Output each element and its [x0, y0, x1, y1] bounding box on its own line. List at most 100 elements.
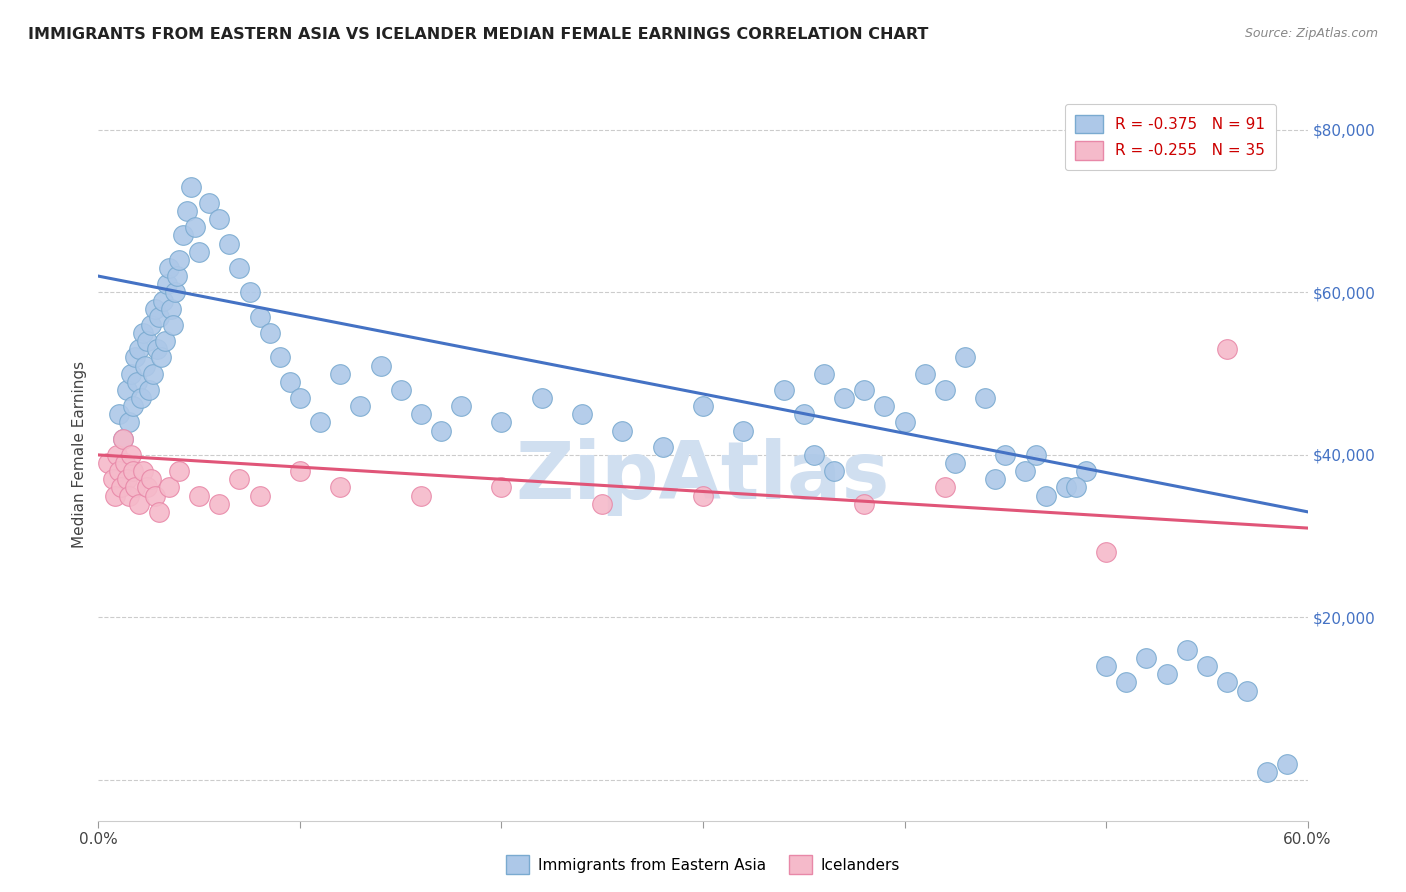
Point: [134, 359, 156, 373]
Point: [135, 334, 157, 348]
Point: [107, 407, 129, 421]
Point: [491, 416, 513, 430]
Point: [1054, 480, 1077, 494]
Point: [803, 448, 825, 462]
Point: [329, 367, 352, 381]
Point: [278, 375, 301, 389]
Point: [107, 464, 129, 478]
Point: [329, 480, 352, 494]
Point: [269, 351, 291, 365]
Point: [132, 464, 155, 478]
Point: [180, 179, 202, 194]
Point: [125, 375, 148, 389]
Point: [228, 472, 250, 486]
Point: [1277, 756, 1299, 771]
Point: [893, 416, 915, 430]
Point: [138, 383, 160, 397]
Point: [188, 489, 211, 503]
Y-axis label: Median Female Earnings: Median Female Earnings: [72, 361, 87, 549]
Point: [571, 407, 593, 421]
Point: [309, 416, 332, 430]
Point: [813, 367, 835, 381]
Point: [115, 472, 138, 486]
Point: [1216, 675, 1239, 690]
Point: [349, 399, 371, 413]
Point: [370, 359, 392, 373]
Point: [143, 301, 166, 316]
Point: [101, 472, 124, 486]
Point: [143, 489, 166, 503]
Point: [148, 310, 170, 324]
Point: [156, 277, 179, 292]
Point: [118, 416, 141, 430]
Point: [1074, 464, 1097, 478]
Point: [120, 367, 142, 381]
Point: [198, 196, 221, 211]
Point: [124, 480, 146, 494]
Point: [146, 343, 169, 357]
Point: [994, 448, 1017, 462]
Point: [591, 497, 613, 511]
Point: [114, 456, 136, 470]
Text: ZipAtlas: ZipAtlas: [516, 438, 890, 516]
Point: [1095, 659, 1118, 673]
Point: [853, 497, 876, 511]
Point: [135, 480, 157, 494]
Point: [148, 505, 170, 519]
Point: [142, 367, 165, 381]
Point: [733, 424, 755, 438]
Point: [288, 391, 311, 405]
Legend: R = -0.375   N = 91, R = -0.255   N = 35: R = -0.375 N = 91, R = -0.255 N = 35: [1064, 104, 1275, 170]
Point: [692, 399, 714, 413]
Point: [249, 489, 271, 503]
Point: [984, 472, 1007, 486]
Point: [1256, 764, 1278, 779]
Point: [129, 391, 152, 405]
Point: [389, 383, 412, 397]
Point: [110, 480, 132, 494]
Point: [128, 497, 150, 511]
Point: [176, 204, 198, 219]
Point: [934, 480, 956, 494]
Point: [208, 212, 231, 227]
Point: [162, 318, 184, 332]
Point: [105, 448, 128, 462]
Point: [1175, 643, 1198, 657]
Point: [1115, 675, 1137, 690]
Point: [249, 310, 271, 324]
Point: [430, 424, 453, 438]
Point: [1135, 651, 1157, 665]
Point: [1035, 489, 1057, 503]
Point: [409, 407, 432, 421]
Point: [149, 351, 172, 365]
Point: [152, 293, 174, 308]
Point: [111, 432, 134, 446]
Point: [153, 334, 176, 348]
Point: [124, 351, 146, 365]
Point: [1216, 343, 1239, 357]
Point: [914, 367, 936, 381]
Point: [97, 456, 120, 470]
Point: [409, 489, 432, 503]
Point: [772, 383, 794, 397]
Point: [218, 236, 240, 251]
Point: [832, 391, 855, 405]
Point: [111, 432, 134, 446]
Text: IMMIGRANTS FROM EASTERN ASIA VS ICELANDER MEDIAN FEMALE EARNINGS CORRELATION CHA: IMMIGRANTS FROM EASTERN ASIA VS ICELANDE…: [28, 27, 928, 42]
Point: [239, 285, 262, 300]
Point: [208, 497, 231, 511]
Point: [115, 383, 138, 397]
Point: [974, 391, 997, 405]
Point: [172, 228, 194, 243]
Point: [103, 489, 125, 503]
Point: [160, 301, 183, 316]
Point: [1236, 683, 1258, 698]
Point: [128, 343, 150, 357]
Point: [651, 440, 673, 454]
Point: [823, 464, 845, 478]
Point: [450, 399, 472, 413]
Point: [139, 472, 162, 486]
Point: [853, 383, 876, 397]
Point: [121, 464, 143, 478]
Point: [491, 480, 513, 494]
